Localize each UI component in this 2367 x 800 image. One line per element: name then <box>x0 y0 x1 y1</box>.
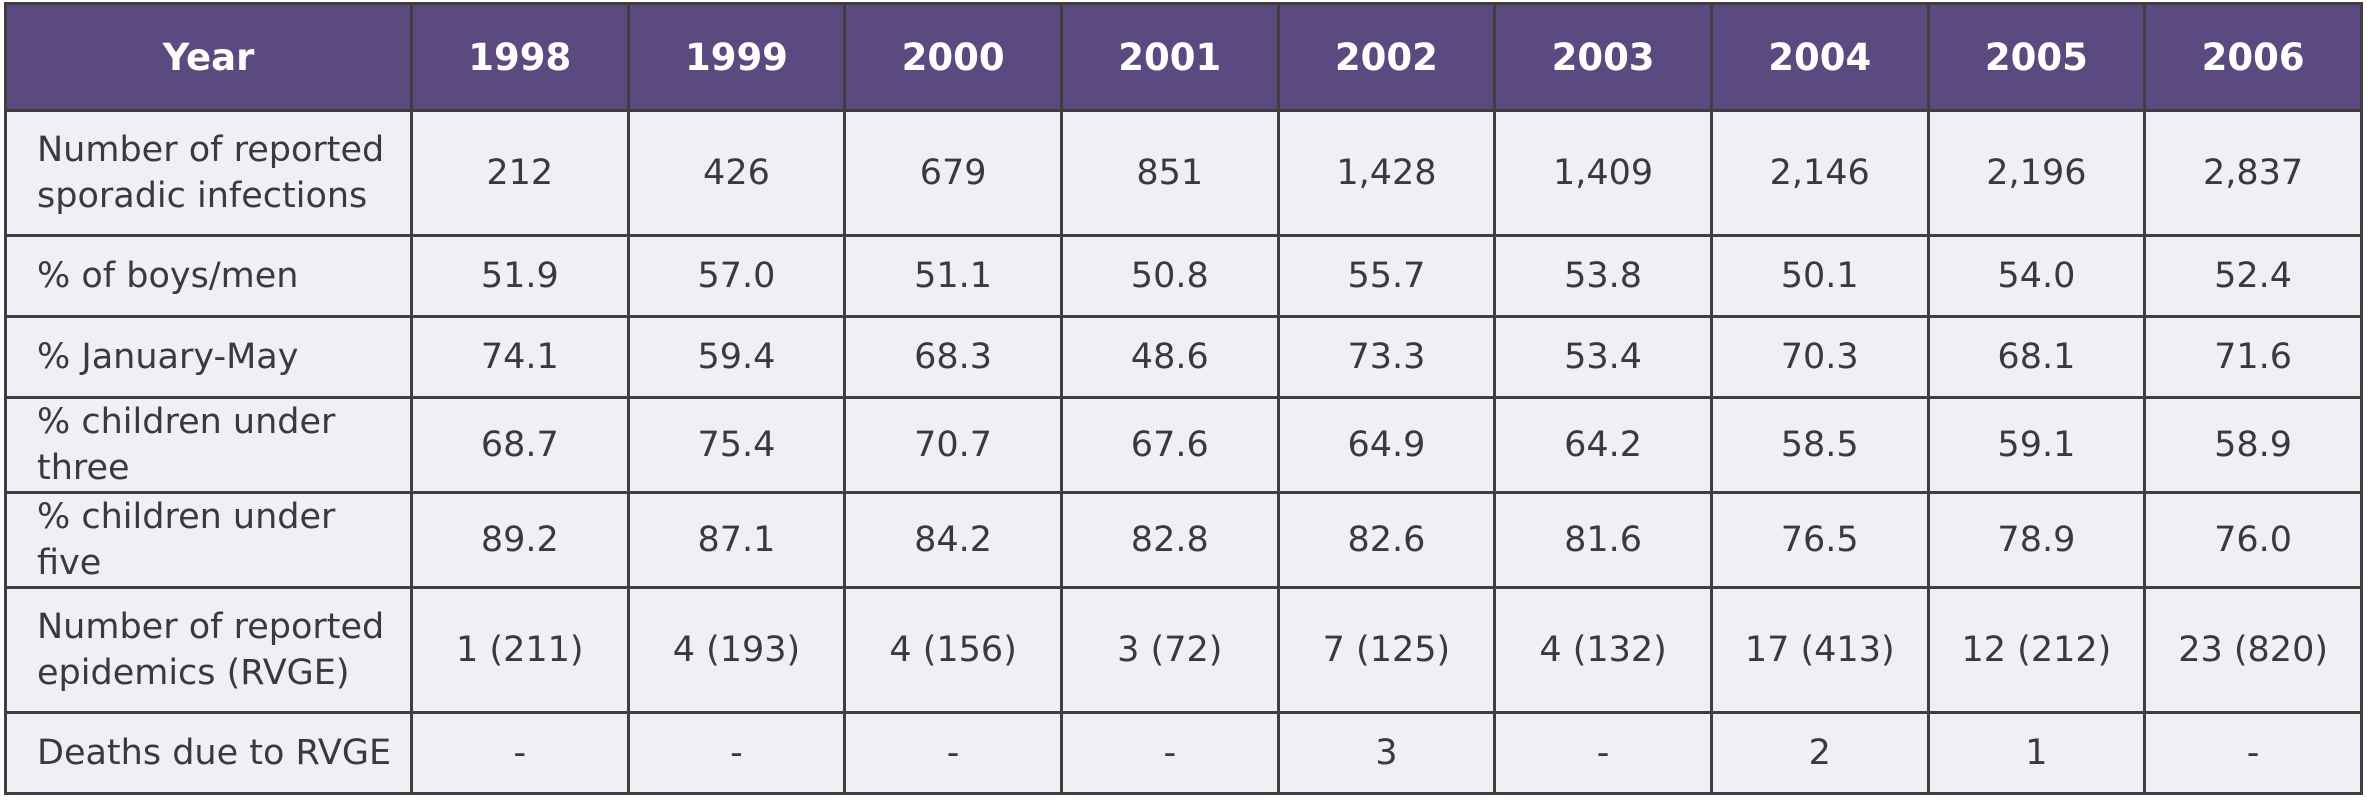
table-cell: 64.9 <box>1276 396 1497 494</box>
table-cell: 82.8 <box>1059 491 1280 589</box>
table-cell: 2,146 <box>1709 109 1930 237</box>
table-cell: 71.6 <box>2143 315 2363 399</box>
row-label: % of boys/men <box>4 234 413 318</box>
row-label: Number of reported sporadic infections <box>4 109 413 237</box>
table-cell: - <box>1059 711 1280 795</box>
table-cell: 426 <box>626 109 847 237</box>
table-cell: 53.4 <box>1493 315 1713 399</box>
table-cell: - <box>843 711 1063 795</box>
header-year: 2003 <box>1493 2 1713 112</box>
table-cell: 74.1 <box>409 315 630 399</box>
table-cell: 679 <box>843 109 1063 237</box>
table-cell: 87.1 <box>626 491 847 589</box>
row-label: Number of reported epidemics (RVGE) <box>4 586 413 714</box>
table-cell: 58.5 <box>1709 396 1930 494</box>
table-cell: - <box>1493 711 1713 795</box>
table-row: % January-May 74.1 59.4 68.3 48.6 73.3 5… <box>4 315 2363 399</box>
table-cell: 4 (193) <box>626 586 847 714</box>
header-year: 2002 <box>1276 2 1497 112</box>
table-cell: 81.6 <box>1493 491 1713 589</box>
header-year: 2005 <box>1926 2 2147 112</box>
table-cell: 48.6 <box>1059 315 1280 399</box>
table-cell: 50.8 <box>1059 234 1280 318</box>
table-cell: 58.9 <box>2143 396 2363 494</box>
table-row: Number of reported sporadic infections 21… <box>4 109 2363 237</box>
table-cell: 4 (156) <box>843 586 1063 714</box>
table-cell: 53.8 <box>1493 234 1713 318</box>
header-year: 2001 <box>1059 2 1280 112</box>
data-table-container: Year 1998 1999 2000 2001 2002 2003 2004 … <box>4 2 2363 795</box>
table-cell: 7 (125) <box>1276 586 1497 714</box>
row-label-line: epidemics (RVGE) <box>37 653 350 693</box>
table-cell: 2 <box>1709 711 1930 795</box>
table-cell: 851 <box>1059 109 1280 237</box>
table-cell: 4 (132) <box>1493 586 1713 714</box>
table-cell: 3 <box>1276 711 1497 795</box>
header-row: Year 1998 1999 2000 2001 2002 2003 2004 … <box>4 2 2363 112</box>
table-cell: 68.3 <box>843 315 1063 399</box>
table-cell: 2,196 <box>1926 109 2147 237</box>
table-row: % children under five 89.2 87.1 84.2 82.… <box>4 491 2363 589</box>
table-cell: 78.9 <box>1926 491 2147 589</box>
rotavirus-data-table: Year 1998 1999 2000 2001 2002 2003 2004 … <box>4 2 2363 795</box>
header-year: 1999 <box>626 2 847 112</box>
table-cell: 1,428 <box>1276 109 1497 237</box>
header-label: Year <box>4 2 413 112</box>
table-cell: 51.9 <box>409 234 630 318</box>
table-cell: 51.1 <box>843 234 1063 318</box>
header-year: 1998 <box>409 2 630 112</box>
table-cell: 82.6 <box>1276 491 1497 589</box>
table-cell: - <box>409 711 630 795</box>
table-cell: 57.0 <box>626 234 847 318</box>
table-cell: 23 (820) <box>2143 586 2363 714</box>
table-cell: 17 (413) <box>1709 586 1930 714</box>
table-cell: 76.5 <box>1709 491 1930 589</box>
table-row: Number of reported epidemics (RVGE) 1 (21… <box>4 586 2363 714</box>
row-label-line: Number of reported <box>37 607 385 647</box>
table-cell: 1 <box>1926 711 2147 795</box>
table-cell: 2,837 <box>2143 109 2363 237</box>
table-cell: - <box>626 711 847 795</box>
table-cell: 68.1 <box>1926 315 2147 399</box>
header-year: 2004 <box>1709 2 1930 112</box>
row-label: Deaths due to RVGE <box>4 711 413 795</box>
row-label-line: Number of reported <box>37 130 385 170</box>
table-cell: - <box>2143 711 2363 795</box>
row-label: % January-May <box>4 315 413 399</box>
table-cell: 12 (212) <box>1926 586 2147 714</box>
table-row: % children under three 68.7 75.4 70.7 67… <box>4 396 2363 494</box>
table-cell: 73.3 <box>1276 315 1497 399</box>
table-cell: 1 (211) <box>409 586 630 714</box>
table-cell: 84.2 <box>843 491 1063 589</box>
table-cell: 70.3 <box>1709 315 1930 399</box>
header-year: 2000 <box>843 2 1063 112</box>
table-cell: 64.2 <box>1493 396 1713 494</box>
header-year: 2006 <box>2143 2 2363 112</box>
table-cell: 67.6 <box>1059 396 1280 494</box>
table-cell: 89.2 <box>409 491 630 589</box>
table-cell: 1,409 <box>1493 109 1713 237</box>
table-cell: 3 (72) <box>1059 586 1280 714</box>
table-row: % of boys/men 51.9 57.0 51.1 50.8 55.7 5… <box>4 234 2363 318</box>
row-label: % children under five <box>4 491 413 589</box>
table-cell: 212 <box>409 109 630 237</box>
row-label: % children under three <box>4 396 413 494</box>
table-row: Deaths due to RVGE - - - - 3 - 2 1 - <box>4 711 2363 795</box>
table-cell: 59.4 <box>626 315 847 399</box>
table-cell: 68.7 <box>409 396 630 494</box>
table-cell: 70.7 <box>843 396 1063 494</box>
table-cell: 50.1 <box>1709 234 1930 318</box>
table-cell: 54.0 <box>1926 234 2147 318</box>
table-cell: 75.4 <box>626 396 847 494</box>
table-cell: 52.4 <box>2143 234 2363 318</box>
row-label-line: sporadic infections <box>37 176 368 216</box>
table-cell: 55.7 <box>1276 234 1497 318</box>
table-cell: 76.0 <box>2143 491 2363 589</box>
table-cell: 59.1 <box>1926 396 2147 494</box>
